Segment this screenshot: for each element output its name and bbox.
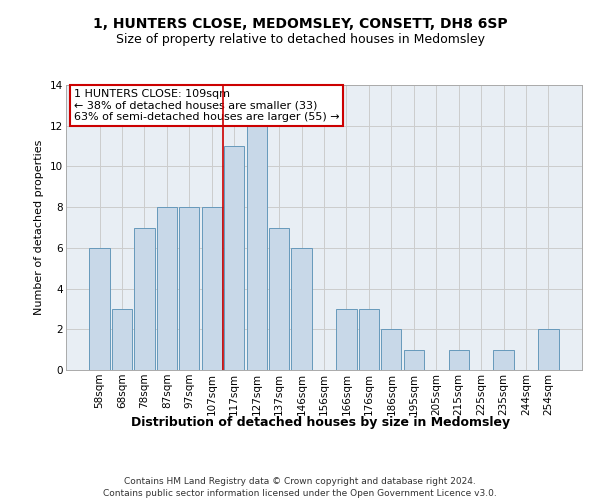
Bar [247,126,267,370]
Bar [202,207,222,370]
Bar [493,350,514,370]
Text: Contains HM Land Registry data © Crown copyright and database right 2024.
Contai: Contains HM Land Registry data © Crown c… [103,476,497,498]
Bar [292,248,311,370]
Bar [179,207,199,370]
Text: Distribution of detached houses by size in Medomsley: Distribution of detached houses by size … [131,416,511,429]
Bar [404,350,424,370]
Bar [157,207,177,370]
Bar [134,228,155,370]
Bar [269,228,289,370]
Bar [538,330,559,370]
Text: 1 HUNTERS CLOSE: 109sqm
← 38% of detached houses are smaller (33)
63% of semi-de: 1 HUNTERS CLOSE: 109sqm ← 38% of detache… [74,90,340,122]
Bar [337,309,356,370]
Text: 1, HUNTERS CLOSE, MEDOMSLEY, CONSETT, DH8 6SP: 1, HUNTERS CLOSE, MEDOMSLEY, CONSETT, DH… [92,18,508,32]
Bar [359,309,379,370]
Bar [224,146,244,370]
Bar [449,350,469,370]
Bar [112,309,132,370]
Bar [381,330,401,370]
Bar [89,248,110,370]
Text: Size of property relative to detached houses in Medomsley: Size of property relative to detached ho… [115,32,485,46]
Y-axis label: Number of detached properties: Number of detached properties [34,140,44,315]
